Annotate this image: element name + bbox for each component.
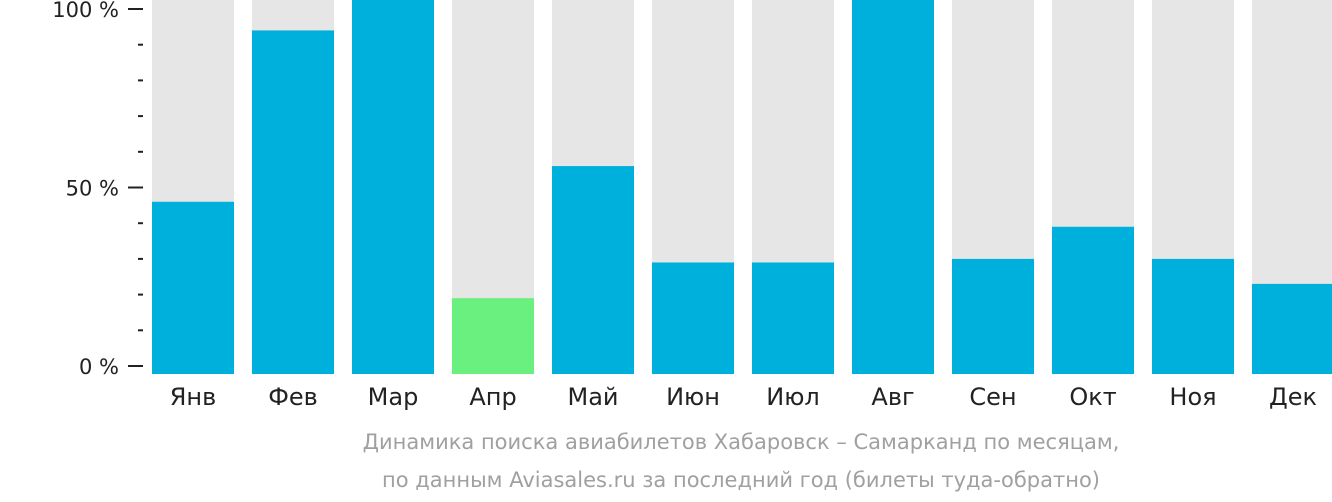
x-tick-label-4: Май — [567, 383, 618, 411]
chart-caption-line-2: по данным Aviasales.ru за последний год … — [382, 468, 1100, 492]
x-tick-label-9: Окт — [1069, 383, 1116, 411]
bar-2 — [352, 0, 434, 374]
x-tick-label-10: Ноя — [1169, 383, 1216, 411]
y-tick-label-1: 50 % — [66, 177, 119, 201]
bar-7 — [852, 0, 934, 374]
x-tick-label-8: Сен — [969, 383, 1016, 411]
x-tick-label-3: Апр — [469, 383, 516, 411]
x-tick-label-2: Мар — [368, 383, 419, 411]
bar-4 — [552, 166, 634, 374]
bar-10 — [1152, 258, 1234, 374]
bar-9 — [1052, 226, 1134, 374]
bar-8 — [952, 258, 1034, 374]
x-tick-label-7: Авг — [871, 383, 914, 411]
x-tick-label-0: Янв — [170, 383, 217, 411]
bar-3 — [452, 298, 534, 374]
chart-caption-line-1: Динамика поиска авиабилетов Хабаровск – … — [362, 430, 1120, 454]
x-tick-label-6: Июл — [766, 383, 820, 411]
y-tick-label-2: 100 % — [52, 0, 119, 22]
bar-5 — [652, 262, 734, 374]
bar-6 — [752, 262, 834, 374]
x-tick-label-5: Июн — [666, 383, 720, 411]
y-tick-label-0: 0 % — [79, 355, 119, 379]
bar-11 — [1252, 283, 1332, 374]
bar-1 — [252, 30, 334, 374]
x-tick-label-11: Дек — [1269, 383, 1317, 411]
x-tick-label-1: Фев — [268, 383, 318, 411]
bar-0 — [152, 201, 234, 374]
